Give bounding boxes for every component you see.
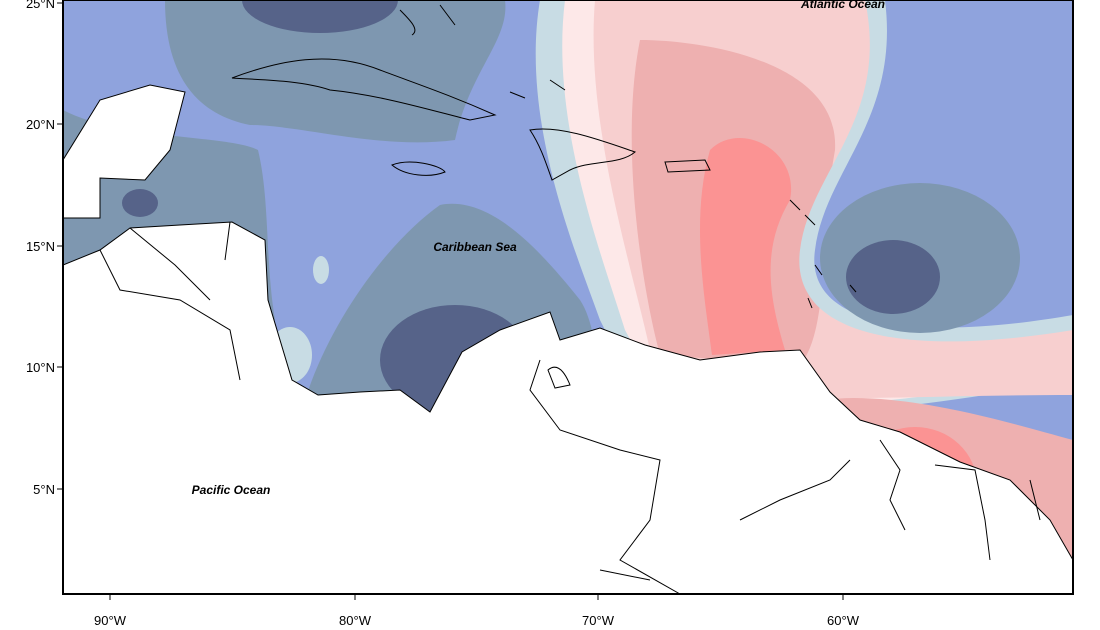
lat-label: 5°N [33, 482, 55, 497]
ocean-label: Pacific Ocean [192, 483, 271, 497]
lat-ticks [57, 2, 844, 600]
lat-label: 25°N [26, 0, 55, 11]
coastline [789, 199, 857, 309]
ocean-label: Caribbean Sea [433, 240, 517, 254]
ocean-label: Atlantic Ocean [800, 0, 885, 11]
contour [242, 0, 398, 33]
contour [313, 256, 329, 284]
coastline [399, 4, 566, 99]
lon-label: 80°W [339, 613, 372, 628]
lat-label: 15°N [26, 239, 55, 254]
land [63, 221, 1073, 594]
land [63, 84, 186, 219]
lon-label: 90°W [94, 613, 127, 628]
coastline [879, 439, 1041, 561]
contour [846, 240, 940, 314]
lon-label: 60°W [827, 613, 860, 628]
lat-label: 10°N [26, 360, 55, 375]
lon-label: 70°W [582, 613, 615, 628]
lat-label: 20°N [26, 117, 55, 132]
coastline [391, 161, 446, 176]
map-frame [62, 0, 1074, 595]
contour [699, 138, 792, 355]
coastline [664, 159, 711, 173]
land [547, 366, 571, 389]
contour [122, 189, 158, 217]
map-field [63, 0, 1073, 594]
coastline [99, 221, 851, 594]
coastline [529, 128, 636, 181]
coastline [231, 58, 497, 121]
